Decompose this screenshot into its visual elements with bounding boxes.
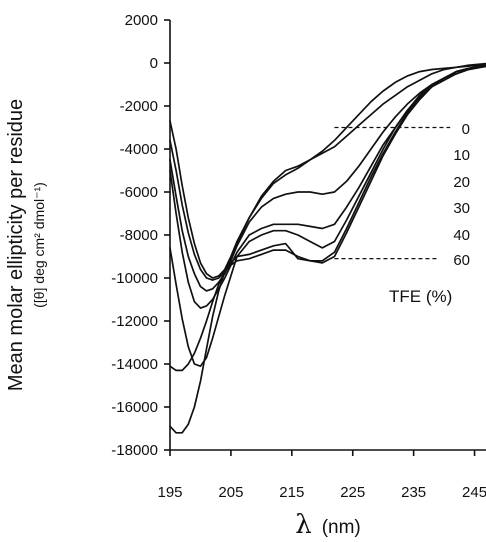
x-axis-symbol: λ xyxy=(295,510,311,540)
y-tick-label: -14000 xyxy=(111,356,158,373)
legend-guides xyxy=(334,126,451,260)
legend-label: 20 xyxy=(453,174,470,191)
x-tick-label: 245 xyxy=(462,484,486,501)
spectra-series xyxy=(169,62,486,434)
y-tick-label: -18000 xyxy=(111,442,158,459)
x-tick-label: 235 xyxy=(401,484,426,501)
legend-label: 30 xyxy=(453,200,470,217)
y-tick-label: -6000 xyxy=(120,184,158,201)
legend-label: 0 xyxy=(462,121,470,138)
y-tick-label: 2000 xyxy=(125,12,158,29)
axis-frame xyxy=(169,20,486,451)
series-line-tfe-30 xyxy=(169,65,486,309)
x-tick-label: 205 xyxy=(218,484,243,501)
y-axis-units: ([θ] deg cm² dmol⁻¹) xyxy=(31,182,47,308)
x-tick-label: 225 xyxy=(340,484,365,501)
x-axis-label: λ (nm) xyxy=(295,510,361,540)
y-axis-ticks: 2000 0 -2000 -4000 -6000 -8000 -10000 -12000 -14… xyxy=(111,12,170,459)
series-line-tfe-10 xyxy=(169,63,486,281)
x-axis-unit: (nm) xyxy=(322,517,361,538)
legend-label: 60 xyxy=(453,252,470,269)
legend-label: 40 xyxy=(453,227,470,244)
y-tick-label: -10000 xyxy=(111,270,158,287)
x-tick-label: 195 xyxy=(157,484,182,501)
legend-label: 10 xyxy=(453,147,470,164)
x-tick-label: 215 xyxy=(279,484,304,501)
x-axis-ticks: 195 205 215 225 235 245 xyxy=(157,450,486,501)
y-tick-label: -12000 xyxy=(111,313,158,330)
legend: 0 10 20 30 40 60 xyxy=(453,121,470,269)
y-tick-label: -16000 xyxy=(111,399,158,416)
y-tick-label: -2000 xyxy=(120,98,158,115)
series-line-tfe-40 xyxy=(169,64,486,368)
y-tick-label: 0 xyxy=(150,55,158,72)
series-line-tfe-0 xyxy=(169,62,486,279)
y-tick-label: -8000 xyxy=(120,227,158,244)
y-tick-label: -4000 xyxy=(120,141,158,158)
y-axis-label: Mean molar ellipticity per residue xyxy=(5,99,27,391)
series-line-tfe-70 xyxy=(169,64,486,434)
legend-title: TFE (%) xyxy=(389,287,452,306)
